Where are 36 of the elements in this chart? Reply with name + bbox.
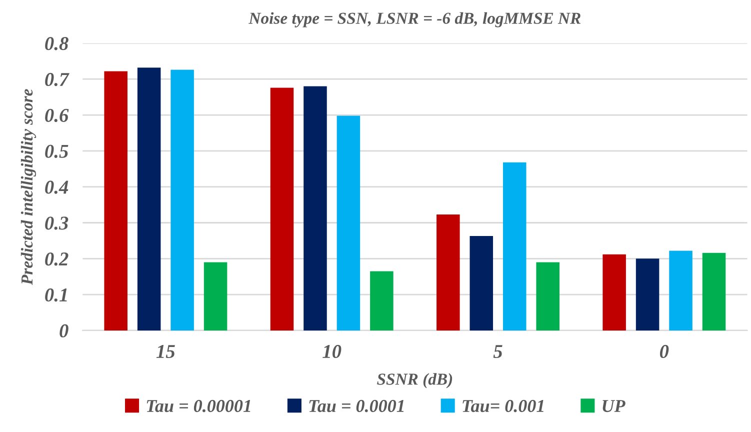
legend-label: Tau = 0.0001 <box>309 400 404 412</box>
bar <box>370 271 394 330</box>
bar <box>436 214 460 330</box>
bar <box>304 86 327 330</box>
bar <box>137 68 161 330</box>
legend-label: UP <box>602 400 626 412</box>
bar <box>536 262 560 330</box>
bar <box>170 70 194 330</box>
y-tick-label: 0.7 <box>45 72 70 86</box>
x-tick-label: 10 <box>322 344 342 358</box>
chart-title: Noise type = SSN, LSNR = -6 dB, logMMSE NR <box>248 12 581 28</box>
y-tick-label: 0.2 <box>45 252 68 266</box>
bar <box>336 116 360 330</box>
bar <box>669 250 692 330</box>
bar <box>702 252 726 330</box>
bar <box>636 258 660 330</box>
y-tick-label: 0.5 <box>45 144 68 158</box>
x-axis-title: SSNR (dB) <box>377 373 452 388</box>
legend-label: Tau = 0.00001 <box>146 400 250 412</box>
legend-label: Tau= 0.001 <box>462 400 544 412</box>
y-axis-title: Predicted intelligibility score <box>20 89 36 285</box>
bar <box>470 236 494 330</box>
x-tick-label: 0 <box>660 344 669 358</box>
x-tick-label: 15 <box>156 345 175 358</box>
y-tick-label: 0 <box>60 324 68 338</box>
y-tick-label: 0.1 <box>45 288 67 302</box>
y-tick-label: 0.8 <box>45 37 68 50</box>
bar <box>104 71 128 330</box>
y-tick-label: 0.4 <box>45 180 68 194</box>
bar <box>502 162 526 330</box>
y-tick-label: 0.3 <box>45 216 68 230</box>
y-tick-label: 0.6 <box>45 108 69 122</box>
bar <box>204 262 228 330</box>
bar <box>602 254 626 330</box>
bar <box>270 88 294 330</box>
x-tick-label: 5 <box>493 345 502 358</box>
